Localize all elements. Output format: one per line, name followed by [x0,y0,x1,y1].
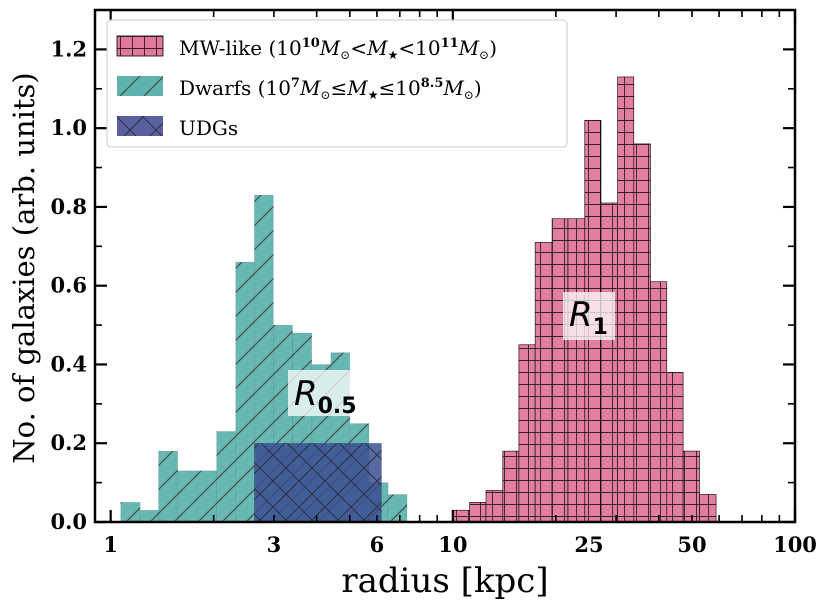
bar-dwarfs-5 [216,431,237,522]
y-tick-label: 0.2 [50,430,87,455]
bar-mw-like-0 [452,509,470,522]
svg-text:R0.5: R0.5 [294,374,357,419]
legend-label-mw: MW-like (1010M⊙<M★<1011M⊙) [179,36,497,62]
x-tick-label: 1 [103,532,118,557]
y-tick-label: 1.0 [50,115,87,140]
legend-item-udgs: UDGs [117,116,238,140]
svg-text:R1: R1 [569,295,608,340]
bar-mw-like-4 [518,344,536,522]
y-axis-title: No. of galaxies (arb. units) [7,72,41,463]
legend-item-dwarfs: Dwarfs (107M⊙≤M★≤108.5M⊙) [117,76,482,102]
bar-mw-like-11 [633,143,651,522]
y-tick-label: 0.0 [50,509,87,534]
x-tick-label: 6 [370,532,385,557]
y-tick-label: 0.4 [50,351,87,376]
bar-mw-like-14 [682,450,700,522]
annotation-r-one-sub: 1 [593,315,608,340]
y-tick-labels: 0.0 0.2 0.4 0.6 0.8 1.0 1.2 [50,36,87,534]
legend-label-dwarfs: Dwarfs (107M⊙≤M★≤108.5M⊙) [179,76,482,102]
annotation-r-half-sub: 0.5 [318,394,357,419]
annotation-r-one: R1 [563,292,615,340]
plot-frame [93,8,797,524]
bar-dwarfs-6 [235,261,255,522]
bar-udgs-0 [254,442,382,522]
bar-mw-like-1 [469,502,487,522]
bar-mw-like-3 [502,450,520,522]
x-tick-label: 3 [267,532,282,557]
bar-mw-like-5 [534,242,553,522]
bar-dwarfs-0 [120,502,141,522]
x-tick-label: 10 [438,532,467,557]
x-tick-labels: 1 3 6 10 25 50 100 [103,532,817,557]
bar-mw-like-13 [666,372,684,522]
bar-dwarfs-14 [387,494,408,522]
legend: MW-like (1010M⊙<M★<1011M⊙) Dwarfs (107M⊙… [106,19,568,148]
bar-dwarfs-4 [196,470,217,522]
bars-layer [120,76,717,522]
x-tick-label: 100 [773,532,817,557]
bar-mw-like-9 [600,202,618,522]
annotation-r-one-main: R [569,295,593,335]
annotation-r-half: R0.5 [288,370,364,419]
bar-mw-like-7 [567,218,586,522]
y-tick-label: 0.6 [50,273,87,298]
legend-item-mw: MW-like (1010M⊙<M★<1011M⊙) [116,35,497,62]
y-tick-label: 0.8 [50,194,87,219]
bar-mw-like-15 [699,494,717,522]
bar-dwarfs-2 [158,450,178,522]
bar-dwarfs-1 [139,509,159,522]
legend-label-udgs: UDGs [179,116,238,140]
bar-mw-like-2 [485,490,504,522]
y-tick-label: 1.2 [50,36,87,61]
x-axis-title: radius [kpc] [341,561,548,601]
bar-dwarfs-7 [254,194,274,522]
x-tick-label: 25 [574,532,603,557]
x-tick-label: 50 [677,532,706,557]
bar-mw-like-6 [551,218,569,522]
bar-dwarfs-3 [177,470,198,522]
bar-mw-like-12 [650,281,668,522]
bar-mw-like-10 [617,76,635,522]
annotation-r-half-main: R [294,374,318,414]
